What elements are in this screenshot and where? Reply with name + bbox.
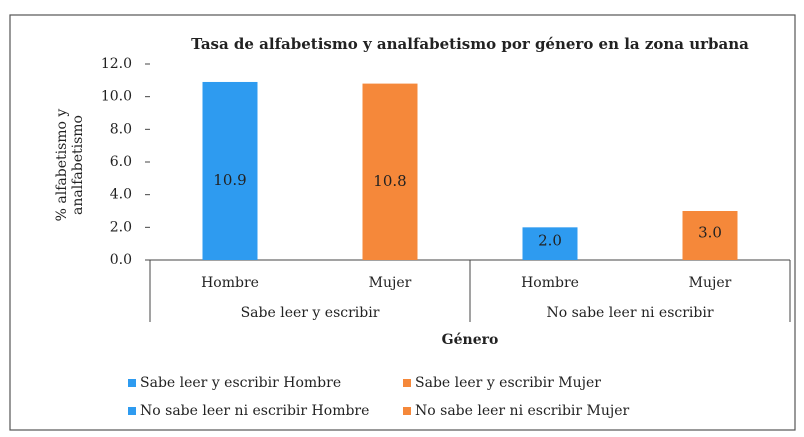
- y-tick-label: 8.0: [110, 121, 132, 137]
- legend-swatch: [128, 379, 136, 387]
- legend-label: Sabe leer y escribir Mujer: [415, 375, 601, 391]
- x-tick-label: Hombre: [521, 275, 579, 291]
- y-tick-label: 2.0: [110, 219, 132, 235]
- x-tick-label: Mujer: [369, 275, 412, 291]
- x-axis-label: Género: [442, 332, 499, 348]
- data-label: 10.9: [213, 171, 246, 189]
- legend-swatch: [128, 407, 136, 415]
- x-tick-label: Mujer: [689, 275, 732, 291]
- data-label: 3.0: [698, 224, 722, 242]
- legend-label: No sabe leer ni escribir Mujer: [415, 403, 630, 419]
- legend-label: Sabe leer y escribir Hombre: [140, 375, 341, 391]
- y-axis-label: analfabetismo: [70, 115, 86, 215]
- data-label: 10.8: [373, 172, 406, 190]
- x-tick-label: Hombre: [201, 275, 259, 291]
- bar: [362, 83, 418, 260]
- data-label: 2.0: [538, 232, 562, 250]
- bar: [682, 211, 738, 260]
- legend-swatch: [403, 407, 411, 415]
- bar: [202, 81, 258, 260]
- group-label: No sabe leer ni escribir: [546, 305, 713, 321]
- bar: [522, 227, 578, 260]
- y-tick-label: 4.0: [110, 187, 132, 203]
- legend-label: No sabe leer ni escribir Hombre: [140, 403, 369, 419]
- y-tick-label: 6.0: [110, 154, 132, 170]
- y-tick-label: 0.0: [110, 252, 132, 268]
- group-label: Sabe leer y escribir: [241, 305, 380, 321]
- y-tick-label: 10.0: [101, 89, 132, 105]
- y-axis-label: % alfabetismo y: [54, 109, 70, 222]
- y-tick-label: 12.0: [101, 56, 132, 72]
- legend-swatch: [403, 379, 411, 387]
- chart-title: Tasa de alfabetismo y analfabetismo por …: [191, 35, 749, 53]
